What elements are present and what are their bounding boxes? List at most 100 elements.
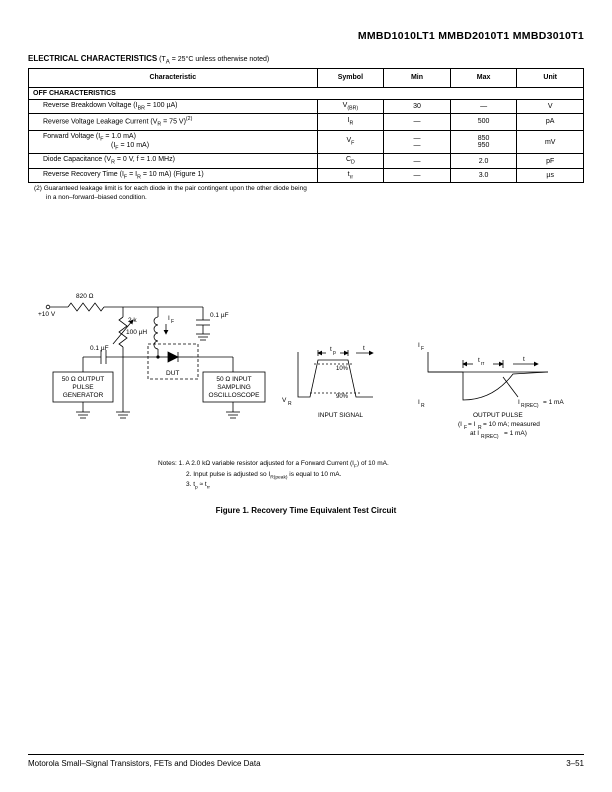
note-text: 2. Input pulse is adjusted so I bbox=[186, 471, 270, 478]
col-symbol: Symbol bbox=[317, 68, 384, 87]
svg-text:OUTPUT PULSE: OUTPUT PULSE bbox=[473, 412, 523, 419]
svg-text:R: R bbox=[421, 403, 425, 409]
col-unit: Unit bbox=[517, 68, 584, 87]
svg-text:= 1 mA): = 1 mA) bbox=[504, 430, 527, 437]
svg-text:F: F bbox=[464, 425, 467, 431]
svg-text:90%: 90% bbox=[336, 394, 349, 400]
table-header-row: Characteristic Symbol Min Max Unit bbox=[29, 68, 584, 87]
table-row: Reverse Recovery Time (IF = IR = 10 mA) … bbox=[29, 168, 584, 182]
figure-area: +10 V 820 Ω 2 k 100 µH bbox=[28, 272, 584, 452]
cell-sub: rr bbox=[350, 174, 354, 180]
off-heading-row: OFF CHARACTERISTICS bbox=[29, 87, 584, 99]
cell-text: pF bbox=[517, 154, 584, 168]
svg-text:= 10 mA; measured: = 10 mA; measured bbox=[483, 421, 540, 428]
footnote-text: in a non–forward–biased condition. bbox=[34, 194, 147, 201]
cell-sup: (2) bbox=[186, 116, 192, 122]
figure-notes: Notes: 1. A 2.0 kΩ variable resistor adj… bbox=[158, 460, 584, 492]
svg-text:t: t bbox=[523, 356, 525, 363]
cell-text: mV bbox=[517, 130, 584, 154]
cell-text: — bbox=[384, 113, 451, 130]
svg-text:PULSE: PULSE bbox=[72, 384, 94, 391]
svg-text:50 Ω OUTPUT: 50 Ω OUTPUT bbox=[62, 376, 104, 383]
cell-text: = I bbox=[127, 171, 137, 178]
col-min: Min bbox=[384, 68, 451, 87]
svg-text:100 µH: 100 µH bbox=[126, 329, 147, 336]
cell-text: 500 bbox=[450, 113, 517, 130]
note-text: ≈ t bbox=[198, 481, 207, 488]
cell-text: 3.0 bbox=[450, 168, 517, 182]
svg-text:R: R bbox=[288, 401, 292, 407]
footnote-num: (2) bbox=[34, 185, 42, 192]
cell-text: Reverse Recovery Time (I bbox=[43, 171, 124, 178]
cell-text: Diode Capacitance (V bbox=[43, 156, 111, 163]
footer-left: Motorola Small–Signal Transistors, FETs … bbox=[28, 759, 261, 768]
svg-text:t: t bbox=[330, 346, 332, 353]
col-char: Characteristic bbox=[29, 68, 318, 87]
figure-caption: Figure 1. Recovery Time Equivalent Test … bbox=[28, 506, 584, 515]
cell-text: pA bbox=[517, 113, 584, 130]
footnote: (2) Guaranteed leakage limit is for each… bbox=[28, 185, 584, 202]
cell-sub: F bbox=[351, 141, 354, 147]
svg-text:I: I bbox=[418, 399, 420, 406]
svg-text:p: p bbox=[333, 350, 336, 356]
cell-text: = 75 V) bbox=[161, 118, 186, 125]
note-sub: rr bbox=[207, 486, 210, 491]
cond-rest: = 25°C unless otherwise noted) bbox=[170, 56, 270, 63]
svg-text:at I: at I bbox=[470, 430, 479, 437]
cell-text: = 0 V, f = 1.0 MHz) bbox=[115, 156, 175, 163]
svg-text:V: V bbox=[282, 397, 287, 404]
svg-text:SAMPLING: SAMPLING bbox=[217, 384, 251, 391]
svg-text:0.1 µF: 0.1 µF bbox=[210, 312, 229, 319]
svg-text:t: t bbox=[363, 345, 365, 352]
svg-text:50 Ω INPUT: 50 Ω INPUT bbox=[216, 376, 251, 383]
cell-sub: BR bbox=[138, 105, 145, 111]
cell-text: V bbox=[517, 99, 584, 113]
table-row: Forward Voltage (IF = 1.0 mA) (IF = 10 m… bbox=[29, 130, 584, 154]
svg-text:F: F bbox=[421, 346, 424, 352]
svg-text:GENERATOR: GENERATOR bbox=[63, 392, 104, 399]
page-footer: Motorola Small–Signal Transistors, FETs … bbox=[28, 754, 584, 768]
cond-pre: (T bbox=[157, 56, 166, 63]
svg-text:+10 V: +10 V bbox=[38, 311, 56, 318]
section-heading: ELECTRICAL CHARACTERISTICS (TA = 25°C un… bbox=[28, 54, 584, 66]
cell-text: = 1.0 mA) bbox=[103, 133, 135, 140]
svg-text:INPUT SIGNAL: INPUT SIGNAL bbox=[318, 412, 363, 419]
note-sub: R(peak) bbox=[270, 475, 287, 480]
cell-sub: (BR) bbox=[347, 105, 358, 111]
footnote-text: Guaranteed leakage limit is for each dio… bbox=[44, 185, 307, 192]
cell-text: = 100 µA) bbox=[145, 102, 178, 109]
cell-text: — bbox=[414, 142, 421, 149]
part-numbers: MMBD1010LT1 MMBD2010T1 MMBD3010T1 bbox=[28, 30, 584, 42]
note-text: 1. A 2.0 kΩ variable resistor adjusted f… bbox=[179, 460, 354, 467]
off-heading: OFF CHARACTERISTICS bbox=[29, 87, 584, 99]
svg-text:I: I bbox=[168, 315, 170, 322]
svg-text:DUT: DUT bbox=[166, 370, 179, 377]
svg-text:(I: (I bbox=[458, 421, 462, 428]
cell-text: 2.0 bbox=[450, 154, 517, 168]
svg-text:10%: 10% bbox=[336, 366, 349, 372]
circuit-diagram: +10 V 820 Ω 2 k 100 µH bbox=[28, 272, 584, 452]
svg-text:t: t bbox=[478, 357, 480, 364]
table-row: Diode Capacitance (VR = 0 V, f = 1.0 MHz… bbox=[29, 154, 584, 168]
cell-text: = 10 mA) (Figure 1) bbox=[141, 171, 204, 178]
section-title: ELECTRICAL CHARACTERISTICS bbox=[28, 54, 157, 63]
cell-text: — bbox=[450, 99, 517, 113]
cell-text: — bbox=[414, 135, 421, 142]
svg-text:I: I bbox=[518, 399, 520, 406]
cell-sub: R bbox=[349, 121, 353, 127]
table-row: Reverse Voltage Leakage Current (V R = 75… bbox=[29, 113, 584, 130]
svg-text:R(REC): R(REC) bbox=[521, 403, 539, 409]
svg-text:F: F bbox=[171, 319, 174, 325]
note-text: is equal to 10 mA. bbox=[288, 471, 342, 478]
cell-text: — bbox=[384, 168, 451, 182]
table-row: Reverse Breakdown Voltage (IBR = 100 µA)… bbox=[29, 99, 584, 113]
cell-text: 30 bbox=[384, 99, 451, 113]
svg-text:= 1 mA: = 1 mA bbox=[543, 399, 564, 406]
notes-prefix: Notes: bbox=[158, 460, 177, 467]
cell-sub: D bbox=[351, 160, 355, 166]
cell-text: 950 bbox=[478, 142, 490, 149]
cell-text: Forward Voltage (I bbox=[43, 133, 100, 140]
svg-text:= I: = I bbox=[468, 421, 476, 428]
col-max: Max bbox=[450, 68, 517, 87]
cell-text: Reverse Voltage Leakage Current (V bbox=[43, 118, 157, 125]
